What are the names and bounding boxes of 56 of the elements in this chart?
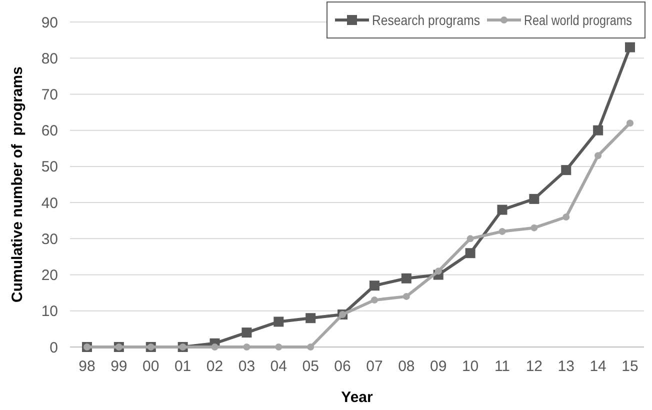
- x-tick-label: 10: [462, 358, 479, 375]
- x-tick-label: 15: [622, 358, 638, 375]
- point: [369, 280, 380, 291]
- point: [594, 152, 602, 160]
- y-tick-label: 70: [41, 86, 58, 104]
- point: [626, 120, 634, 127]
- x-tick-label: 03: [238, 358, 256, 375]
- x-tick-label: 12: [526, 358, 543, 375]
- y-tick-label: 80: [41, 50, 58, 68]
- x-axis-title: Year: [341, 389, 374, 406]
- point: [275, 344, 282, 350]
- x-tick-label: 14: [590, 358, 606, 375]
- point: [306, 313, 316, 324]
- x-tick-label: 06: [334, 358, 351, 375]
- point: [242, 328, 252, 338]
- x-tick-label: 13: [558, 358, 574, 375]
- x-tick-label: 00: [142, 358, 160, 375]
- point: [562, 214, 570, 220]
- x-tick-label: 04: [270, 358, 287, 375]
- point: [434, 268, 442, 275]
- point: [402, 292, 410, 300]
- point: [211, 344, 218, 350]
- point: [593, 125, 604, 136]
- point: [530, 224, 538, 232]
- x-tick-label: 09: [430, 358, 447, 375]
- point: [307, 344, 314, 350]
- point: [465, 248, 476, 258]
- y-tick-label: 90: [41, 14, 58, 32]
- point: [497, 204, 508, 215]
- point: [401, 273, 412, 284]
- y-axis-title: Cumulative number of programs: [9, 66, 26, 302]
- x-tick-label: 08: [398, 358, 415, 375]
- x-tick-label: 11: [494, 358, 510, 375]
- y-tick-label: 0: [50, 339, 58, 356]
- point: [561, 165, 572, 176]
- y-tick-label: 50: [41, 158, 58, 176]
- point: [625, 42, 635, 52]
- y-tick-label: 10: [41, 303, 58, 320]
- point: [466, 235, 474, 242]
- x-tick-label: 01: [174, 358, 192, 375]
- x-tick-label: 99: [110, 358, 128, 375]
- legend-label: Research programs: [372, 12, 495, 28]
- x-tick-label: 02: [206, 358, 224, 375]
- x-tick-label: 07: [366, 358, 383, 375]
- y-tick-label: 30: [41, 230, 58, 248]
- point: [243, 344, 250, 350]
- point: [370, 296, 378, 304]
- x-tick-label: 98: [78, 358, 96, 375]
- x-tick-label: 05: [302, 358, 319, 375]
- y-tick-label: 40: [41, 194, 58, 212]
- point: [274, 316, 284, 327]
- y-tick-label: 20: [41, 267, 58, 284]
- legend-label: Real world programs: [524, 12, 652, 28]
- point: [498, 228, 506, 235]
- point: [529, 194, 540, 204]
- y-tick-label: 60: [41, 122, 58, 140]
